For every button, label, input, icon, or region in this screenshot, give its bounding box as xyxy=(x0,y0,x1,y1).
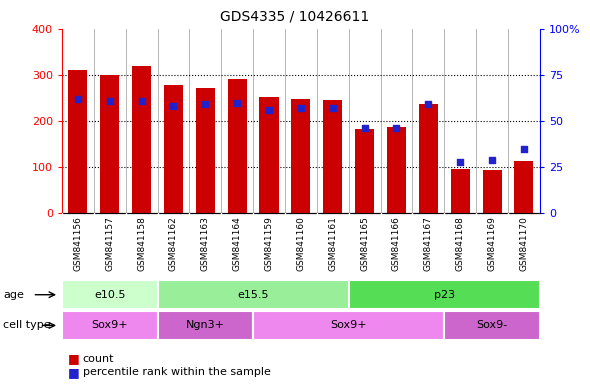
Text: GSM841157: GSM841157 xyxy=(105,217,114,271)
Text: ■: ■ xyxy=(68,353,80,366)
Text: p23: p23 xyxy=(434,290,455,300)
Text: percentile rank within the sample: percentile rank within the sample xyxy=(83,367,270,377)
Point xyxy=(264,107,274,113)
Text: GSM841158: GSM841158 xyxy=(137,217,146,271)
Point xyxy=(519,146,529,152)
Point xyxy=(105,98,114,104)
Bar xyxy=(196,88,215,213)
Bar xyxy=(349,280,540,309)
Point xyxy=(455,159,465,165)
Text: GSM841169: GSM841169 xyxy=(487,217,497,271)
Text: GSM841160: GSM841160 xyxy=(296,217,306,271)
Bar xyxy=(158,311,253,340)
Bar xyxy=(291,99,310,213)
Text: GSM841162: GSM841162 xyxy=(169,217,178,271)
Text: e15.5: e15.5 xyxy=(237,290,269,300)
Point xyxy=(296,105,306,111)
Bar xyxy=(483,170,501,213)
Text: Sox9+: Sox9+ xyxy=(330,320,367,331)
Point xyxy=(232,99,242,106)
Bar xyxy=(62,311,158,340)
Bar xyxy=(100,75,119,213)
Point xyxy=(328,105,337,111)
Point xyxy=(73,96,83,102)
Text: Sox9+: Sox9+ xyxy=(91,320,128,331)
Text: age: age xyxy=(3,290,24,300)
Text: cell type: cell type xyxy=(3,320,51,331)
Bar xyxy=(323,100,342,213)
Text: e10.5: e10.5 xyxy=(94,290,126,300)
Bar xyxy=(387,127,406,213)
Bar xyxy=(228,79,247,213)
Point xyxy=(169,103,178,109)
Text: GSM841156: GSM841156 xyxy=(73,217,83,271)
Bar xyxy=(132,66,151,213)
Bar xyxy=(158,280,349,309)
Text: GSM841164: GSM841164 xyxy=(232,217,242,271)
Text: GSM841167: GSM841167 xyxy=(424,217,433,271)
Bar xyxy=(355,129,374,213)
Bar xyxy=(62,280,158,309)
Point xyxy=(360,125,369,131)
Text: GSM841163: GSM841163 xyxy=(201,217,210,271)
Point xyxy=(392,125,401,131)
Bar xyxy=(253,311,444,340)
Bar xyxy=(451,169,470,213)
Bar xyxy=(444,311,540,340)
Bar xyxy=(419,104,438,213)
Text: GSM841170: GSM841170 xyxy=(519,217,529,271)
Bar xyxy=(164,85,183,213)
Point xyxy=(137,98,146,104)
Text: Ngn3+: Ngn3+ xyxy=(186,320,225,331)
Text: GDS4335 / 10426611: GDS4335 / 10426611 xyxy=(221,10,369,23)
Text: GSM841165: GSM841165 xyxy=(360,217,369,271)
Point xyxy=(424,101,433,108)
Point xyxy=(487,157,497,163)
Text: GSM841161: GSM841161 xyxy=(328,217,337,271)
Text: count: count xyxy=(83,354,114,364)
Text: GSM841159: GSM841159 xyxy=(264,217,274,271)
Bar xyxy=(68,70,87,213)
Text: GSM841168: GSM841168 xyxy=(455,217,465,271)
Bar xyxy=(260,97,278,213)
Text: GSM841166: GSM841166 xyxy=(392,217,401,271)
Text: Sox9-: Sox9- xyxy=(477,320,507,331)
Point xyxy=(201,101,210,108)
Bar xyxy=(514,161,533,213)
Text: ■: ■ xyxy=(68,366,80,379)
